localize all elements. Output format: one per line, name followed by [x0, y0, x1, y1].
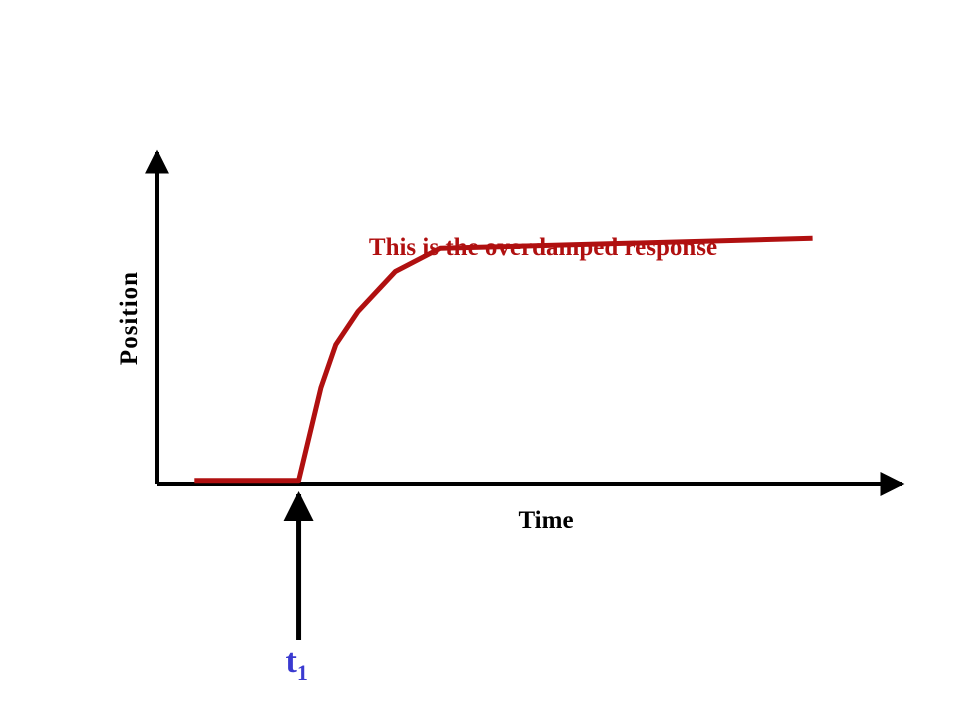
response-curve	[194, 235, 813, 484]
annotation-text: This is the overdamped response	[369, 234, 717, 261]
t1-label-subscript: 1	[297, 660, 308, 685]
t1-label-main: t	[286, 643, 298, 680]
t1-label: t1	[286, 643, 308, 685]
x-axis-label: Time	[518, 507, 573, 534]
y-axis-label: Position	[116, 271, 143, 365]
